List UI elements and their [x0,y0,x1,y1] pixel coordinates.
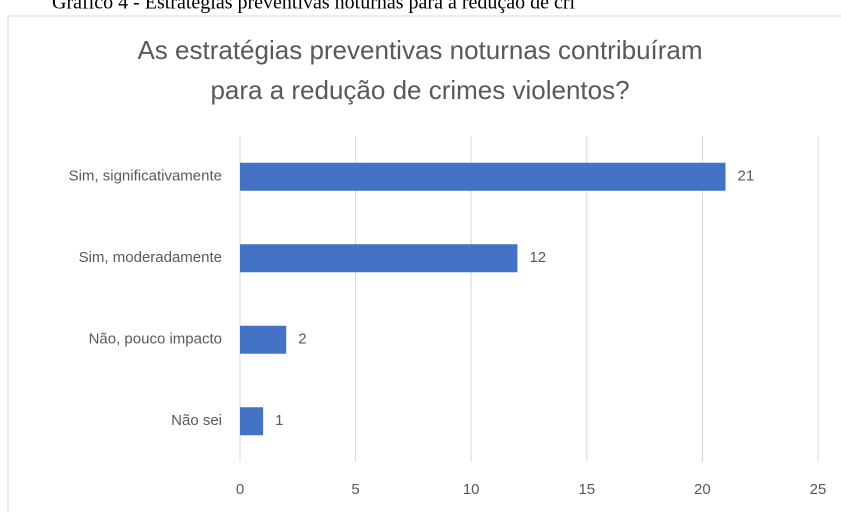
y-tick-label: Sim, significativamente [69,168,222,185]
x-tick-label: 5 [351,481,359,498]
data-label: 21 [738,168,755,185]
bar [240,325,287,354]
data-label: 2 [298,331,306,348]
y-tick-label: Sim, moderadamente [79,249,222,266]
bar [240,407,264,436]
x-tick-label: 10 [463,481,480,498]
bar [240,244,518,273]
bar [240,162,726,191]
caption-band [0,0,841,14]
data-label: 12 [529,249,546,266]
y-tick-label: Não sei [171,412,222,429]
data-label: 1 [275,412,283,429]
x-tick-label: 20 [694,481,711,498]
chart-title: As estratégias preventivas noturnas cont… [137,35,702,65]
x-tick-label: 15 [578,481,595,498]
caption: Gráfico 4 - Estratégias preventivas notu… [52,0,576,14]
x-tick-label: 0 [236,481,244,498]
chart-title: para a redução de crimes violentos? [210,75,629,105]
y-tick-label: Não, pouco impacto [89,331,222,348]
x-tick-label: 25 [810,481,827,498]
